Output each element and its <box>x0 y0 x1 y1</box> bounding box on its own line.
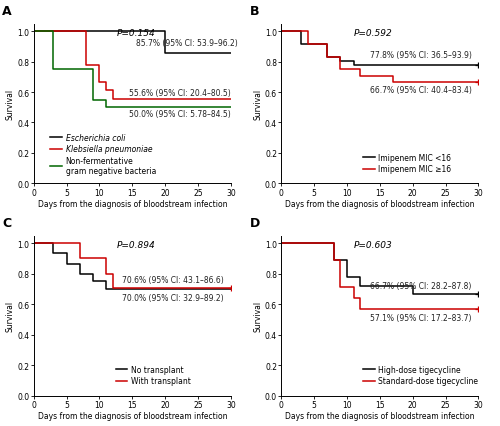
Text: P=0.894: P=0.894 <box>116 241 156 250</box>
Y-axis label: Survival: Survival <box>253 89 262 120</box>
Y-axis label: Survival: Survival <box>253 300 262 331</box>
X-axis label: Days from the diagnosis of bloodstream infection: Days from the diagnosis of bloodstream i… <box>285 200 474 209</box>
X-axis label: Days from the diagnosis of bloodstream infection: Days from the diagnosis of bloodstream i… <box>285 412 474 420</box>
Y-axis label: Survival: Survival <box>6 300 15 331</box>
Text: P=0.154: P=0.154 <box>116 29 156 38</box>
Text: P=0.603: P=0.603 <box>354 241 393 250</box>
Legend: High-dose tigecycline, Standard-dose tigecycline: High-dose tigecycline, Standard-dose tig… <box>360 362 482 389</box>
X-axis label: Days from the diagnosis of bloodstream infection: Days from the diagnosis of bloodstream i… <box>38 412 227 420</box>
Legend: No transplant, With transplant: No transplant, With transplant <box>112 362 194 389</box>
Text: 57.1% (95% CI: 17.2–83.7): 57.1% (95% CI: 17.2–83.7) <box>370 313 472 322</box>
Legend: Escherichia coli, Klebsiella pneumoniae, Non-fermentative
gram negative bacteria: Escherichia coli, Klebsiella pneumoniae,… <box>48 131 159 178</box>
Text: 70.0% (95% CI: 32.9–89.2): 70.0% (95% CI: 32.9–89.2) <box>122 293 224 302</box>
Text: 55.6% (95% CI: 20.4–80.5): 55.6% (95% CI: 20.4–80.5) <box>129 89 231 98</box>
Legend: Imipenem MIC <16, Imipenem MIC ≥16: Imipenem MIC <16, Imipenem MIC ≥16 <box>360 151 454 177</box>
Text: 66.7% (95% CI: 40.4–83.4): 66.7% (95% CI: 40.4–83.4) <box>370 86 472 95</box>
Text: 85.7% (95% CI: 53.9–96.2): 85.7% (95% CI: 53.9–96.2) <box>136 39 238 48</box>
Y-axis label: Survival: Survival <box>6 89 15 120</box>
Text: 77.8% (95% CI: 36.5–93.9): 77.8% (95% CI: 36.5–93.9) <box>370 51 472 60</box>
Text: P=0.592: P=0.592 <box>354 29 393 38</box>
X-axis label: Days from the diagnosis of bloodstream infection: Days from the diagnosis of bloodstream i… <box>38 200 227 209</box>
Text: D: D <box>250 217 260 230</box>
Text: A: A <box>2 5 12 18</box>
Text: 70.6% (95% CI: 43.1–86.6): 70.6% (95% CI: 43.1–86.6) <box>122 275 224 284</box>
Text: B: B <box>250 5 259 18</box>
Text: 50.0% (95% CI: 5.78–84.5): 50.0% (95% CI: 5.78–84.5) <box>129 109 231 118</box>
Text: 66.7% (95% CI: 28.2–87.8): 66.7% (95% CI: 28.2–87.8) <box>370 282 472 291</box>
Text: C: C <box>2 217 12 230</box>
